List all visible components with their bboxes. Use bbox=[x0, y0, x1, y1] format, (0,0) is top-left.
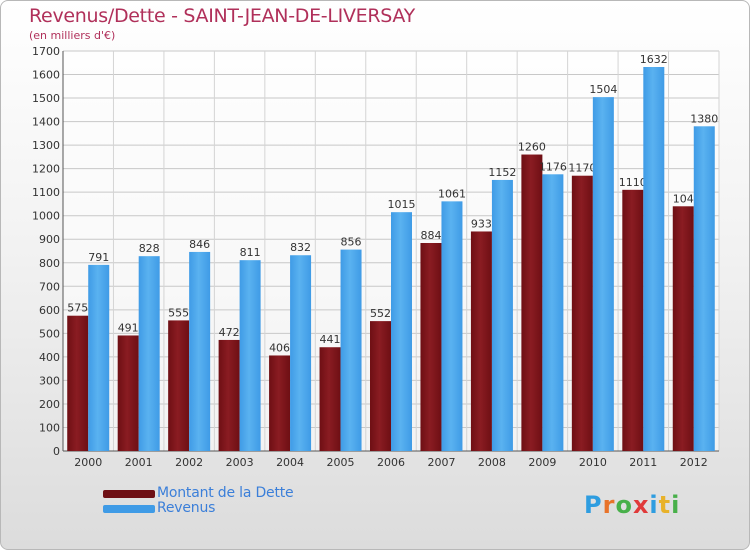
data-label-revenus: 1632 bbox=[640, 53, 668, 66]
data-label-revenus: 832 bbox=[290, 241, 311, 254]
y-tick-label: 500 bbox=[39, 327, 60, 340]
chart-subtitle: (en milliers d'€) bbox=[29, 29, 116, 42]
bar-revenus bbox=[290, 255, 312, 451]
bar-dette bbox=[269, 355, 291, 451]
bar-revenus bbox=[491, 179, 513, 452]
y-tick-label: 1500 bbox=[32, 92, 60, 105]
bar-revenus bbox=[592, 97, 614, 451]
bar-dette bbox=[672, 206, 694, 451]
logo-letter: i bbox=[649, 491, 659, 519]
y-tick-label: 1400 bbox=[32, 116, 60, 129]
bar-revenus bbox=[441, 201, 463, 451]
logo-letter: o bbox=[615, 491, 633, 519]
legend-swatch-dette bbox=[103, 490, 155, 498]
bar-dette bbox=[168, 320, 190, 451]
data-label-dette: 933 bbox=[471, 217, 492, 230]
y-tick-label: 100 bbox=[39, 421, 60, 434]
legend-label-dette: Montant de la Dette bbox=[157, 485, 294, 501]
data-label-revenus: 811 bbox=[240, 246, 261, 259]
data-label-revenus: 1061 bbox=[438, 187, 466, 200]
x-tick-label: 2012 bbox=[680, 456, 708, 469]
data-label-dette: 1170 bbox=[568, 162, 596, 175]
y-tick-label: 800 bbox=[39, 257, 60, 270]
y-tick-label: 300 bbox=[39, 374, 60, 387]
bar-revenus bbox=[340, 249, 362, 451]
x-tick-label: 2010 bbox=[579, 456, 607, 469]
data-label-dette: 1110 bbox=[619, 176, 647, 189]
bar-dette bbox=[571, 175, 593, 452]
x-tick-label: 2002 bbox=[175, 456, 203, 469]
logo-letter: r bbox=[602, 491, 616, 519]
data-label-dette: 555 bbox=[168, 306, 189, 319]
x-tick-label: 2001 bbox=[125, 456, 153, 469]
bar-revenus bbox=[391, 212, 412, 451]
logo-letter: t bbox=[658, 491, 672, 519]
data-label-revenus: 828 bbox=[139, 242, 160, 255]
bar-dette bbox=[370, 321, 391, 451]
data-label-revenus: 1176 bbox=[539, 160, 567, 173]
y-tick-label: 1000 bbox=[32, 210, 60, 223]
data-label-dette: 441 bbox=[320, 333, 341, 346]
x-tick-label: 2005 bbox=[327, 456, 355, 469]
data-label-revenus: 1380 bbox=[690, 112, 718, 125]
x-tick-label: 2006 bbox=[377, 456, 405, 469]
bar-dette bbox=[67, 315, 89, 451]
x-tick-label: 2007 bbox=[427, 456, 455, 469]
y-tick-label: 200 bbox=[39, 398, 60, 411]
x-tick-label: 2000 bbox=[74, 456, 102, 469]
data-label-dette: 491 bbox=[118, 321, 139, 334]
x-tick-label: 2008 bbox=[478, 456, 506, 469]
bar-revenus bbox=[189, 251, 211, 451]
bar-dette bbox=[319, 347, 341, 451]
data-label-dette: 104 bbox=[673, 192, 694, 205]
logo-letter: P bbox=[584, 491, 603, 519]
data-label-dette: 884 bbox=[420, 229, 441, 242]
y-tick-label: 1600 bbox=[32, 69, 60, 82]
data-label-revenus: 1152 bbox=[488, 166, 516, 179]
data-label-revenus: 1015 bbox=[388, 198, 416, 211]
data-label-revenus: 1504 bbox=[589, 83, 617, 96]
y-tick-label: 1100 bbox=[32, 186, 60, 199]
x-tick-label: 2004 bbox=[276, 456, 304, 469]
data-label-dette: 552 bbox=[370, 307, 391, 320]
data-label-dette: 406 bbox=[269, 341, 290, 354]
y-tick-label: 600 bbox=[39, 304, 60, 317]
legend-label-revenus: Revenus bbox=[157, 500, 216, 516]
y-tick-label: 0 bbox=[53, 445, 60, 458]
y-tick-label: 900 bbox=[39, 233, 60, 246]
data-label-revenus: 846 bbox=[189, 238, 210, 251]
bar-dette bbox=[622, 189, 644, 451]
data-label-revenus: 856 bbox=[341, 236, 362, 249]
bar-dette bbox=[470, 231, 492, 451]
data-label-dette: 1260 bbox=[518, 141, 546, 154]
x-tick-label: 2003 bbox=[226, 456, 254, 469]
bar-dette bbox=[218, 339, 240, 451]
bar-revenus bbox=[643, 67, 665, 451]
x-tick-label: 2009 bbox=[528, 456, 556, 469]
bar-dette bbox=[117, 335, 139, 451]
bar-revenus bbox=[239, 260, 261, 451]
chart-title: Revenus/Dette - SAINT-JEAN-DE-LIVERSAY bbox=[29, 5, 415, 27]
bar-revenus bbox=[693, 126, 715, 451]
data-label-dette: 575 bbox=[67, 302, 88, 315]
data-label-dette: 472 bbox=[219, 326, 240, 339]
y-tick-label: 700 bbox=[39, 280, 60, 293]
bar-revenus bbox=[88, 264, 110, 451]
bar-dette bbox=[521, 154, 543, 451]
bar-dette bbox=[420, 243, 442, 451]
legend-swatch-revenus bbox=[103, 505, 155, 513]
proxiti-logo: Proxiti bbox=[584, 491, 680, 519]
y-tick-label: 400 bbox=[39, 351, 60, 364]
y-tick-label: 1300 bbox=[32, 139, 60, 152]
logo-letter: x bbox=[632, 491, 650, 519]
y-tick-label: 1700 bbox=[32, 45, 60, 58]
bar-revenus bbox=[138, 256, 160, 451]
data-label-revenus: 791 bbox=[88, 251, 109, 264]
bar-revenus bbox=[542, 174, 564, 451]
x-tick-label: 2011 bbox=[629, 456, 657, 469]
y-tick-label: 1200 bbox=[32, 163, 60, 176]
logo-letter: i bbox=[671, 491, 681, 519]
